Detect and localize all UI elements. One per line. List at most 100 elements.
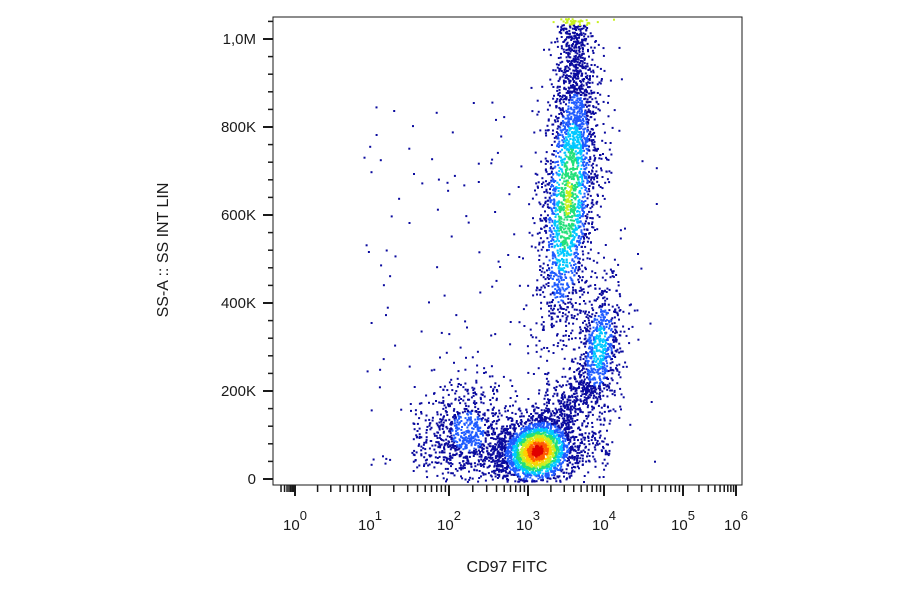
event-point (565, 258, 568, 261)
event-point (584, 186, 586, 189)
event-point (476, 364, 479, 367)
event-point (555, 240, 558, 243)
event-point (565, 230, 568, 233)
event-point (578, 143, 581, 145)
event-point (487, 456, 490, 459)
event-point (611, 275, 614, 278)
event-point (549, 458, 552, 461)
event-point (563, 249, 566, 252)
event-point (614, 310, 617, 313)
event-point (485, 446, 488, 449)
event-point (474, 406, 477, 409)
event-point (539, 288, 542, 291)
event-point (566, 237, 569, 240)
event-point (575, 77, 578, 80)
event-point (556, 181, 559, 184)
event-point (528, 467, 531, 469)
event-point (570, 472, 573, 475)
event-point (589, 347, 592, 350)
event-point (496, 465, 498, 468)
event-point (599, 316, 602, 319)
event-point (599, 423, 602, 426)
event-point (535, 182, 538, 185)
event-point (540, 441, 543, 444)
event-point (529, 476, 532, 479)
event-point (584, 310, 587, 313)
event-point (465, 408, 468, 410)
event-point (559, 217, 562, 220)
event-point (455, 427, 458, 429)
event-point (601, 303, 604, 306)
event-point (566, 449, 569, 452)
event-point (566, 184, 569, 187)
event-point (459, 464, 462, 467)
event-point (467, 451, 470, 454)
event-point (479, 432, 482, 435)
event-point (458, 412, 461, 415)
event-point (571, 151, 574, 154)
event-point (583, 420, 586, 423)
event-point (536, 287, 539, 290)
event-point (530, 334, 533, 337)
event-point (563, 214, 566, 217)
event-point (581, 433, 584, 436)
event-point (566, 446, 568, 449)
event-point (531, 478, 534, 481)
event-point (560, 267, 563, 270)
event-point (562, 293, 565, 296)
event-point (498, 418, 501, 421)
event-point (567, 140, 570, 143)
event-point (566, 179, 569, 182)
event-point (558, 140, 561, 143)
event-point (575, 436, 578, 438)
event-point (555, 195, 558, 198)
event-point (564, 238, 567, 241)
event-point (464, 445, 467, 448)
event-point (551, 437, 554, 440)
event-point (566, 261, 568, 264)
event-point (594, 328, 597, 331)
event-point (578, 257, 581, 260)
event-point (616, 314, 619, 317)
event-point (552, 312, 554, 315)
event-point (574, 289, 577, 292)
event-point (601, 322, 604, 325)
event-point (550, 224, 553, 227)
event-point (534, 151, 537, 154)
event-point (449, 459, 452, 461)
event-point (597, 335, 600, 338)
event-point (442, 401, 445, 404)
event-point (593, 159, 596, 162)
event-point (481, 449, 484, 452)
event-point (564, 180, 567, 183)
event-point (498, 412, 501, 415)
event-point (570, 216, 573, 219)
event-point (477, 444, 480, 447)
event-point (505, 468, 508, 470)
event-point (550, 165, 553, 168)
event-point (604, 349, 607, 351)
event-point (426, 425, 429, 428)
event-point (588, 330, 591, 333)
event-point (494, 382, 497, 385)
event-point (563, 193, 565, 196)
event-point (581, 196, 584, 199)
event-point (577, 236, 580, 239)
event-point (563, 357, 566, 360)
event-point (559, 269, 562, 271)
event-point (542, 325, 545, 328)
event-point (573, 253, 576, 256)
event-point (564, 203, 567, 206)
event-point (553, 312, 556, 315)
event-point (597, 328, 600, 331)
event-point (573, 457, 576, 460)
event-point (495, 389, 498, 391)
event-point (566, 287, 569, 290)
event-point (569, 216, 572, 218)
event-point (580, 27, 583, 30)
event-point (587, 285, 590, 288)
event-point (554, 165, 557, 168)
event-point (599, 396, 601, 399)
event-point (565, 49, 568, 52)
